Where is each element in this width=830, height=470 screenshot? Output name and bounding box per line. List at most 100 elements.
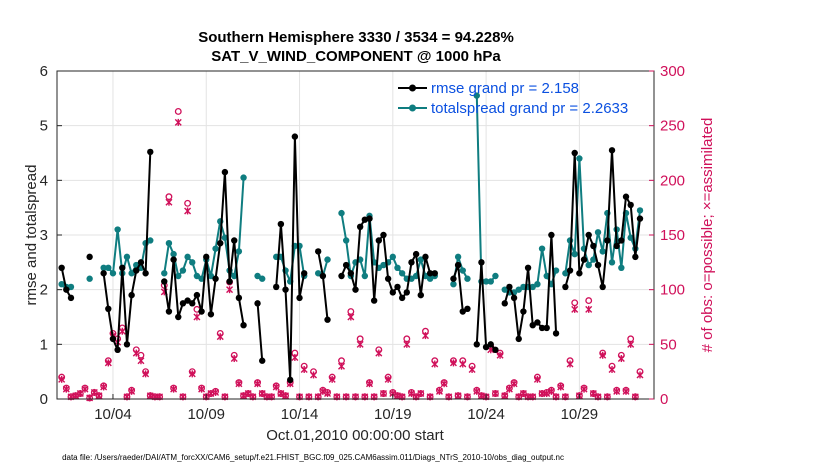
obs-assimilated-point	[557, 383, 565, 391]
series-totalspread-point	[198, 275, 205, 282]
y-right-tick-label: 300	[660, 63, 685, 80]
series-rmse-point	[524, 264, 532, 271]
series-rmse-point	[618, 237, 625, 244]
obs-assimilated-point	[142, 370, 150, 378]
legend-rmse-label: rmse grand pr = 2.158	[431, 80, 579, 97]
obs-assimilated-point	[188, 370, 196, 378]
series-rmse-point	[473, 341, 480, 348]
series-totalspread-point	[618, 264, 625, 271]
legend-spread-label: totalspread grand pr = 2.2633	[431, 100, 628, 117]
y-axis-right-label: # of obs: o=possible; ×=assimilated	[699, 118, 716, 353]
obs-assimilated-point	[547, 387, 555, 395]
obs-assimilated-point	[184, 207, 192, 215]
series-rmse-point	[510, 294, 518, 302]
obs-assimilated-point	[580, 385, 588, 393]
y-left-tick-label: 5	[40, 118, 48, 135]
x-tick-label: 10/29	[561, 406, 599, 423]
series-rmse-point	[356, 223, 364, 230]
obs-assimilated-point	[347, 313, 355, 321]
obs-assimilated-point	[608, 365, 616, 373]
series-rmse-point	[254, 300, 261, 307]
series-totalspread-point	[590, 256, 597, 263]
series-rmse-point	[347, 270, 355, 277]
series-rmse-point	[538, 324, 546, 332]
obs-assimilated-point	[365, 380, 373, 388]
series-rmse-point	[426, 270, 434, 277]
series-rmse-point	[478, 259, 485, 266]
obs-assimilated-point	[277, 390, 285, 398]
series-totalspread-point	[175, 272, 182, 280]
series-totalspread-point	[482, 278, 490, 285]
series-rmse-point	[217, 240, 224, 247]
obs-assimilated-point	[585, 305, 593, 313]
series-rmse-point	[394, 283, 401, 291]
series-rmse-point	[431, 270, 438, 277]
series-rmse-point	[123, 341, 131, 348]
series-rmse-point	[86, 253, 93, 261]
series-totalspread-point	[189, 259, 196, 266]
obs-assimilated-point	[226, 286, 234, 294]
series-rmse-point	[515, 335, 522, 343]
series-rmse-point	[67, 294, 75, 302]
series-rmse-point	[576, 270, 583, 277]
obs-assimilated-point	[100, 383, 108, 391]
obs-assimilated-point	[407, 390, 415, 398]
series-rmse-point	[175, 313, 182, 321]
series-rmse-point	[580, 256, 588, 263]
series-rmse-point	[599, 283, 606, 291]
obs-assimilated-point	[324, 390, 332, 398]
series-rmse-point	[319, 272, 327, 280]
series-rmse-point	[417, 291, 424, 299]
series-rmse-point	[277, 220, 285, 228]
series-rmse-point	[114, 346, 121, 353]
series-rmse-point	[259, 357, 266, 364]
series-rmse-point	[482, 343, 490, 351]
obs-assimilated-point	[128, 387, 136, 395]
obs-possible-point	[571, 299, 579, 307]
series-totalspread-point	[389, 253, 397, 261]
series-rmse-point	[231, 237, 238, 244]
legend-rmse-marker	[409, 84, 416, 92]
obs-assimilated-point	[235, 380, 243, 388]
series-totalspread-point	[179, 267, 187, 274]
obs-assimilated-point	[435, 387, 443, 395]
series-rmse-point	[543, 324, 550, 332]
legend: rmse grand pr = 2.158 totalspread grand …	[398, 80, 628, 117]
obs-assimilated-point	[403, 340, 411, 348]
series-totalspread-point	[100, 264, 107, 271]
series-rmse-point	[342, 261, 350, 269]
obs-assimilated-point	[454, 392, 462, 400]
series-rmse-point	[63, 286, 70, 293]
series-totalspread-point	[207, 272, 215, 280]
series-rmse-point	[300, 270, 308, 277]
series-totalspread-point	[627, 234, 634, 241]
series-totalspread-point	[342, 237, 350, 244]
x-tick-label: 10/04	[94, 406, 132, 423]
series-rmse-point	[207, 311, 215, 318]
y-left-tick-label: 2	[40, 282, 48, 299]
series-rmse-point	[608, 147, 616, 154]
obs-assimilated-point	[543, 390, 551, 398]
series-totalspread-point	[459, 267, 466, 274]
obs-assimilated-point	[449, 359, 457, 367]
y-right-tick-label: 50	[660, 336, 677, 353]
series-totalspread-point	[123, 253, 131, 261]
obs-assimilated-point	[118, 327, 126, 335]
series-totalspread-point	[380, 261, 387, 269]
series-rmse-point	[632, 253, 639, 261]
series-totalspread-point	[165, 240, 173, 247]
obs-assimilated-point	[244, 390, 252, 398]
series-totalspread-point	[538, 245, 546, 252]
series-rmse-point	[291, 133, 299, 140]
series-rmse-point	[184, 297, 191, 304]
obs-assimilated-point	[104, 359, 112, 367]
series-totalspread-point	[170, 250, 177, 258]
series-totalspread-point	[594, 229, 602, 236]
series-totalspread-point	[454, 253, 462, 261]
series-totalspread-point	[501, 286, 508, 293]
series-totalspread-point	[361, 272, 369, 280]
series-rmse-point	[161, 278, 168, 285]
x-axis-label: Oct.01,2010 00:00:00 start	[266, 427, 444, 444]
series-rmse-point	[552, 330, 560, 337]
